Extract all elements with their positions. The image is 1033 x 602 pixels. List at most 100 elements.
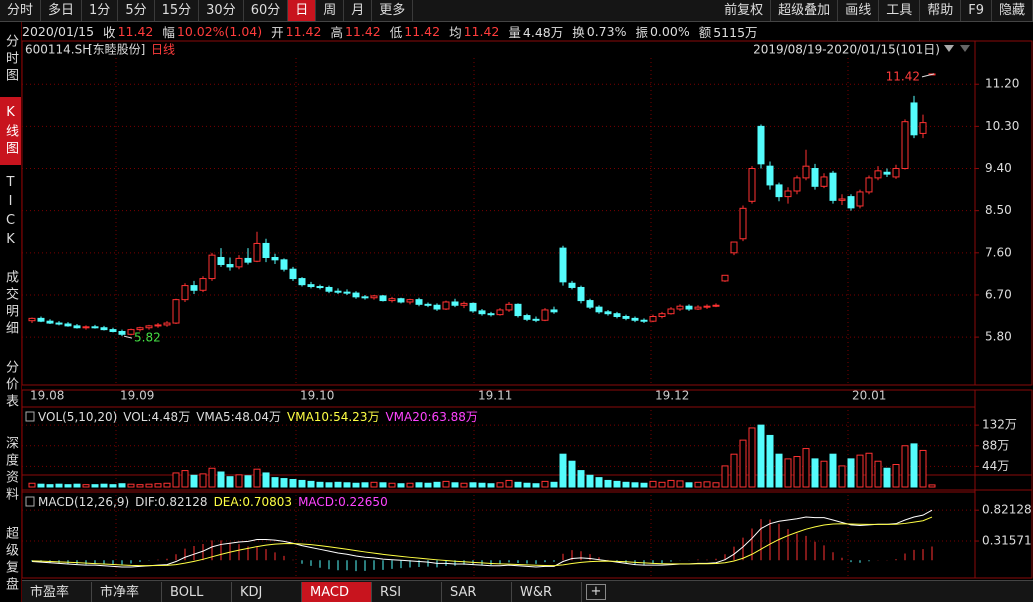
candle-body [496, 309, 504, 316]
bottom-tab[interactable]: SAR [442, 581, 512, 602]
date-label: 19.09 [120, 389, 154, 403]
side-tab[interactable]: 深度资料 [3, 436, 18, 504]
volume-bar [901, 445, 909, 488]
candle-body [406, 299, 414, 303]
volume-bar [136, 484, 144, 488]
toolbar: 分时 多日 1分 5分 15分 30分 60分日周月更多 前复权 超级叠加 画线 工具 帮助 F9 隐藏 [0, 0, 1033, 22]
tool-button[interactable]: 画线 [838, 0, 880, 21]
tool-button[interactable]: 超级叠加 [771, 0, 839, 21]
candle-body [793, 177, 801, 192]
candle-body [352, 292, 360, 298]
header-item: VMA10:54.23万 [287, 410, 379, 424]
panel-frame [21, 40, 1033, 386]
candle-body [478, 310, 486, 315]
candle-body [586, 300, 594, 308]
side-tab[interactable]: 超级复盘 [3, 526, 18, 594]
volume-bar [217, 471, 225, 488]
volume-bar [469, 482, 477, 488]
volume-bar [406, 482, 414, 488]
period-tab[interactable]: 月 [344, 0, 373, 21]
period-tab[interactable]: 60分 [244, 0, 289, 21]
period-tab[interactable]: 1分 [82, 0, 119, 21]
info-date: 2020/01/15 [22, 23, 95, 39]
candle-body [424, 303, 432, 306]
date-label: 19.08 [30, 389, 64, 403]
candle-body [676, 305, 684, 310]
period-tab[interactable]: 多日 [41, 0, 83, 21]
info-value: 11.42 [344, 23, 381, 39]
candle-body [415, 299, 423, 305]
candle-body [469, 302, 477, 312]
bottom-tab[interactable]: 市盈率 [22, 581, 92, 602]
period-tab[interactable]: 更多 [372, 0, 414, 21]
volume-bar [613, 480, 621, 488]
side-tab[interactable]: K线图 [0, 97, 21, 165]
side-tab[interactable]: 分价表 [3, 359, 18, 411]
period-tabs: 分时 多日 1分 5分 15分 30分 60分日周月更多 [0, 0, 414, 21]
volume-bar [748, 427, 756, 488]
period-tab[interactable]: 分时 [0, 0, 42, 21]
stock-code: 600114.SH [25, 43, 91, 57]
volume-bar [181, 470, 189, 488]
tool-button[interactable]: F9 [961, 0, 992, 21]
candle-body [811, 168, 819, 187]
bottom-tab[interactable]: + [586, 584, 606, 600]
volume-bar [784, 458, 792, 488]
info-label: 开 [271, 24, 284, 40]
volume-bar [928, 484, 936, 488]
candle-body [226, 264, 234, 268]
header-item: VMA5:48.04万 [196, 410, 281, 424]
tool-button[interactable]: 工具 [879, 0, 921, 21]
candle-body [37, 317, 45, 322]
volume-bar [388, 482, 396, 488]
volume-bar [667, 479, 675, 488]
volume-bar [298, 479, 306, 488]
volume-bar [118, 483, 126, 488]
bottom-tab[interactable]: W&R [512, 581, 582, 602]
bottom-tab[interactable]: MACD [302, 581, 372, 602]
volume-bar [379, 482, 387, 488]
bottom-tabs: 市盈率 市净率 BOLL KDJ MACD RSI SAR W&R + [22, 580, 1033, 602]
bottom-tab[interactable]: KDJ [232, 581, 302, 602]
max-price-label: 11.42 [886, 69, 920, 83]
volume-bar [370, 481, 378, 488]
candle-body [100, 327, 108, 331]
period-tab[interactable]: 日 [288, 0, 317, 21]
side-tab[interactable]: 分时图 [3, 33, 18, 85]
period-tab[interactable]: 5分 [118, 0, 155, 21]
tool-button[interactable]: 帮助 [920, 0, 962, 21]
candle-body [865, 177, 873, 193]
volume-bar [496, 482, 504, 488]
candle-body [127, 329, 135, 335]
bottom-tab[interactable]: 市净率 [92, 581, 162, 602]
candle-body [388, 298, 396, 302]
candle-body [316, 286, 324, 289]
period-tab[interactable]: 周 [316, 0, 345, 21]
volume-bar [865, 452, 873, 488]
period-tab[interactable]: 30分 [199, 0, 244, 21]
volume-bar [721, 465, 729, 488]
side-tab[interactable]: 成交明细 [3, 270, 18, 338]
y-tick-label: 8.50 [985, 203, 1012, 217]
candle-body [775, 184, 783, 198]
volume-bar [676, 480, 684, 488]
y-tick-label: 5.80 [985, 330, 1012, 344]
volume-bar [838, 465, 846, 488]
info-value: 0.73% [586, 23, 627, 39]
candle-body [613, 313, 621, 318]
period-tab[interactable]: 15分 [155, 0, 200, 21]
bottom-tab[interactable]: RSI [372, 581, 442, 602]
volume-bar [775, 453, 783, 488]
volume-bar [820, 460, 828, 488]
volume-bar [685, 482, 693, 488]
tool-button[interactable]: 前复权 [717, 0, 772, 21]
indicator-header: VOL(5,10,20) VOL:4.48万 VMA5:48.04万 VMA10:54… [38, 410, 478, 424]
bottom-tab[interactable]: BOLL [162, 581, 232, 602]
candle-body [514, 303, 522, 317]
volume-bar [802, 448, 810, 488]
tool-button[interactable]: 隐藏 [992, 0, 1033, 21]
side-tab[interactable]: TICK [3, 175, 18, 251]
volume-bar [343, 482, 351, 488]
volume-bar [568, 460, 576, 488]
